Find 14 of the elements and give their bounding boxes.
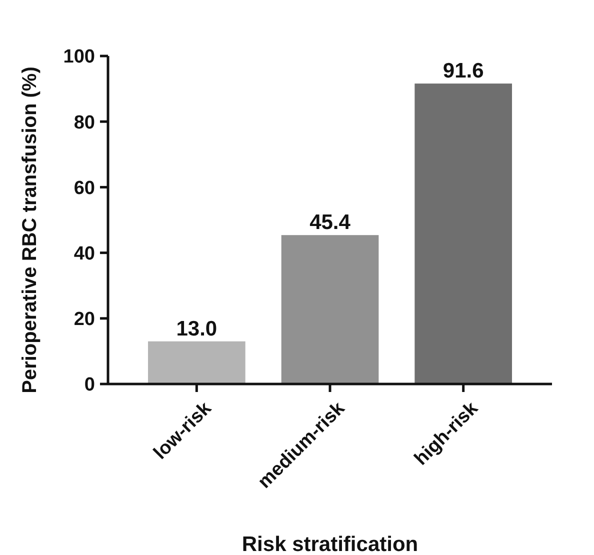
- y-tick-label: 100: [63, 46, 95, 68]
- bar: [414, 84, 512, 384]
- x-axis-title: Risk stratification: [242, 533, 418, 555]
- bar: [148, 341, 246, 384]
- y-axis-title: Perioperative RBC transfusion (%): [19, 66, 41, 394]
- y-tick-label: 80: [74, 112, 95, 134]
- data-label: 91.6: [442, 60, 484, 83]
- y-tick-label: 20: [74, 309, 95, 330]
- data-label: 45.4: [310, 211, 351, 234]
- y-tick-label: 0: [84, 374, 95, 396]
- y-tick-label: 40: [74, 243, 95, 264]
- y-tick-label: 60: [74, 178, 95, 199]
- data-label: 13.0: [176, 317, 218, 340]
- bar: [281, 235, 379, 384]
